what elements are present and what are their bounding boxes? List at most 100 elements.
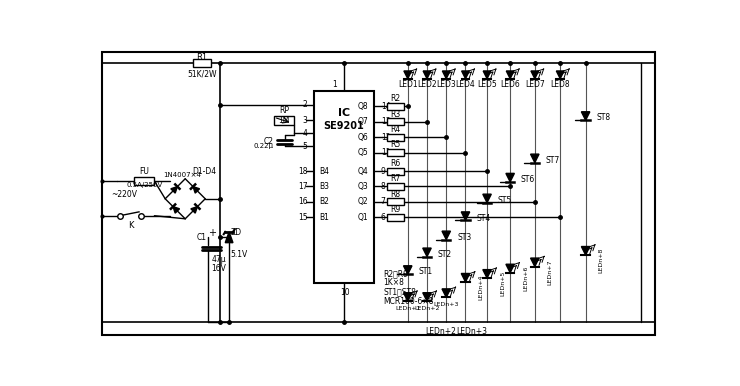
Text: 16: 16 (298, 197, 308, 207)
Polygon shape (191, 207, 198, 213)
Polygon shape (171, 186, 178, 193)
Text: LED2: LED2 (417, 80, 437, 89)
Text: B4: B4 (320, 167, 329, 176)
Text: 9: 9 (381, 167, 386, 176)
Polygon shape (442, 289, 451, 297)
Polygon shape (482, 194, 491, 203)
Text: R2～R9: R2～R9 (383, 269, 408, 278)
Text: 47μ: 47μ (212, 255, 226, 264)
Polygon shape (461, 273, 470, 282)
Text: Q1: Q1 (357, 213, 369, 222)
Text: K: K (128, 221, 133, 230)
Text: LEDn+7: LEDn+7 (548, 259, 553, 285)
Text: LED6: LED6 (500, 80, 520, 89)
Bar (274, 116, 294, 125)
Text: 7: 7 (381, 197, 386, 207)
Polygon shape (423, 248, 431, 257)
Text: LEDn+8: LEDn+8 (599, 248, 604, 273)
Polygon shape (403, 266, 412, 274)
Text: ST5: ST5 (498, 196, 512, 205)
Text: 51K/2W: 51K/2W (187, 69, 217, 78)
Text: B1: B1 (320, 213, 329, 222)
Polygon shape (582, 112, 590, 120)
Text: 1M: 1M (278, 116, 289, 125)
Text: ST4: ST4 (477, 213, 491, 223)
Text: C1: C1 (197, 233, 206, 242)
Text: +: + (208, 228, 216, 238)
Bar (314, 91, 374, 283)
Text: ST7: ST7 (545, 156, 560, 165)
Text: C2: C2 (263, 137, 274, 146)
Text: Q5: Q5 (357, 148, 369, 157)
Text: ST3: ST3 (457, 233, 471, 242)
Text: Q2: Q2 (357, 197, 369, 207)
Text: R5: R5 (390, 141, 400, 149)
Text: 3: 3 (303, 116, 308, 125)
Polygon shape (531, 154, 539, 163)
Text: 12: 12 (381, 133, 390, 142)
Polygon shape (423, 293, 431, 301)
Polygon shape (173, 207, 180, 213)
Text: ST2: ST2 (438, 250, 452, 259)
Text: LEDn+1: LEDn+1 (395, 306, 420, 311)
Bar (387, 134, 404, 141)
Bar (387, 149, 404, 156)
Text: 18: 18 (298, 167, 308, 176)
Text: LEDn+6: LEDn+6 (523, 266, 528, 291)
Polygon shape (582, 247, 590, 255)
Polygon shape (225, 232, 233, 243)
Text: ~220V: ~220V (111, 190, 138, 199)
Text: 16V: 16V (212, 264, 226, 273)
Text: D1-D4: D1-D4 (192, 167, 217, 176)
Text: 0.5A/250V: 0.5A/250V (127, 182, 163, 188)
Polygon shape (423, 71, 431, 79)
Text: SE9201: SE9201 (323, 121, 364, 130)
Text: LEDn+4: LEDn+4 (478, 274, 483, 300)
Text: LED1: LED1 (398, 80, 417, 89)
Text: Q6: Q6 (357, 133, 369, 142)
Text: 1K×8: 1K×8 (383, 278, 404, 287)
Polygon shape (462, 71, 469, 79)
Polygon shape (461, 212, 470, 220)
Text: 5.1V: 5.1V (231, 250, 248, 259)
Bar (135, 177, 155, 185)
Text: LEDn+3: LEDn+3 (434, 302, 459, 307)
Text: 5: 5 (303, 142, 308, 151)
Text: R4: R4 (390, 125, 400, 134)
Text: R3: R3 (390, 110, 400, 119)
Polygon shape (506, 71, 514, 79)
Text: B3: B3 (320, 182, 329, 191)
Text: 11: 11 (381, 148, 390, 157)
Text: 2: 2 (303, 100, 308, 109)
Bar (387, 214, 404, 221)
Bar (387, 183, 404, 190)
Text: Q3: Q3 (357, 182, 369, 191)
Bar (193, 59, 212, 67)
Bar (387, 119, 404, 125)
Text: MCR100-6×8: MCR100-6×8 (383, 297, 434, 306)
Text: 0.22μ: 0.22μ (254, 144, 274, 149)
Polygon shape (482, 269, 491, 278)
Text: LED5: LED5 (477, 80, 497, 89)
Text: Q4: Q4 (357, 167, 369, 176)
Polygon shape (506, 264, 514, 273)
Text: LEDn+3: LEDn+3 (456, 327, 487, 336)
Text: FU: FU (139, 167, 149, 176)
Polygon shape (531, 258, 539, 267)
Text: IC: IC (337, 108, 350, 118)
Text: ST8: ST8 (596, 113, 610, 122)
Text: 13: 13 (381, 117, 391, 126)
Polygon shape (442, 231, 451, 240)
Text: R7: R7 (390, 174, 400, 183)
Text: LED7: LED7 (525, 80, 545, 89)
Text: ST1～ST8: ST1～ST8 (383, 288, 416, 296)
Polygon shape (443, 71, 450, 79)
Text: LEDn+2: LEDn+2 (414, 306, 440, 311)
Text: 10: 10 (340, 288, 350, 297)
Polygon shape (556, 71, 564, 79)
Text: 14: 14 (381, 102, 391, 111)
Text: LEDn+5: LEDn+5 (500, 271, 505, 296)
Text: 15: 15 (298, 213, 308, 222)
Polygon shape (193, 186, 200, 193)
Text: LEDn+2: LEDn+2 (425, 327, 457, 336)
